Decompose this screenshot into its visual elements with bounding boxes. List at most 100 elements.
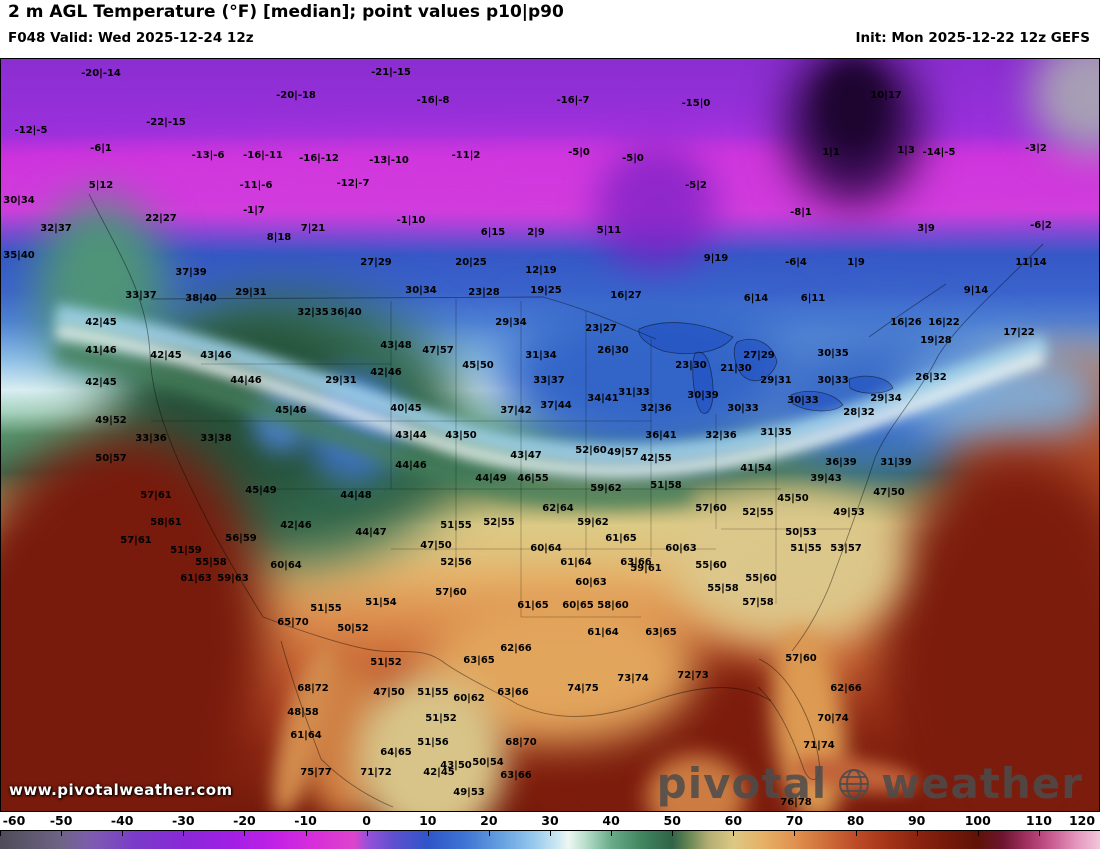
colorbar-tick-mark xyxy=(550,831,551,836)
point-value: -16|-8 xyxy=(416,95,450,106)
point-value: 41|54 xyxy=(740,463,772,474)
point-value: 3|9 xyxy=(917,223,935,234)
point-value: 57|60 xyxy=(435,587,467,598)
colorbar-tick-label: 120 xyxy=(1068,813,1096,828)
point-value: 57|61 xyxy=(120,535,152,546)
colorbar-tick-mark xyxy=(916,831,918,836)
point-value: 23|28 xyxy=(468,287,500,298)
point-value: 57|61 xyxy=(140,490,172,501)
colorbar-tick-mark xyxy=(672,831,674,836)
point-value: 63|65 xyxy=(645,627,677,638)
point-value: 71|74 xyxy=(803,740,835,751)
temp-region-arctic-core xyxy=(819,61,887,153)
colorbar-tick-label: 20 xyxy=(480,813,498,828)
point-value: 57|60 xyxy=(695,503,727,514)
point-value: 43|44 xyxy=(395,430,427,441)
point-value: 55|58 xyxy=(195,557,227,568)
point-value: 42|55 xyxy=(640,453,672,464)
point-value: 61|64 xyxy=(560,557,592,568)
point-value: 50|52 xyxy=(337,623,369,634)
point-value: 40|45 xyxy=(390,403,422,414)
point-value: 9|14 xyxy=(963,285,989,296)
point-value: 44|46 xyxy=(395,460,427,471)
point-value: 16|26 xyxy=(890,317,922,328)
colorbar-tick-label: 110 xyxy=(1025,813,1052,828)
point-value: 53|57 xyxy=(830,543,862,554)
point-value: 47|50 xyxy=(373,687,405,698)
point-value: 55|58 xyxy=(707,583,739,594)
point-value: 10|17 xyxy=(870,90,902,101)
point-value: 48|58 xyxy=(287,707,319,718)
point-value: 9|19 xyxy=(703,253,729,264)
point-value: 46|55 xyxy=(517,473,549,484)
point-value: 42|46 xyxy=(280,520,312,531)
point-value: 74|75 xyxy=(567,683,599,694)
point-value: 51|52 xyxy=(370,657,402,668)
point-value: 51|59 xyxy=(170,545,202,556)
point-value: 59|62 xyxy=(577,517,609,528)
point-value: 45|50 xyxy=(777,493,809,504)
pivotal-weather-logo: pivotal weather xyxy=(657,763,1083,805)
point-value: 52|55 xyxy=(483,517,515,528)
point-value: 55|60 xyxy=(745,573,777,584)
point-value: 61|65 xyxy=(517,600,549,611)
temp-region-mexico-highlands xyxy=(356,674,506,811)
point-value: 49|57 xyxy=(607,447,639,458)
point-value: 49|53 xyxy=(833,507,865,518)
point-value: 42|45 xyxy=(85,377,117,388)
point-value: 43|48 xyxy=(380,340,412,351)
point-value: 16|22 xyxy=(928,317,960,328)
point-value: 43|47 xyxy=(510,450,542,461)
point-value: 29|31 xyxy=(760,375,792,386)
header: 2 m AGL Temperature (°F) [median]; point… xyxy=(0,0,1100,58)
colorbar-tick-mark xyxy=(977,831,979,836)
point-value: -11|-6 xyxy=(239,180,273,191)
globe-icon xyxy=(839,769,870,799)
point-value: 58|60 xyxy=(597,600,629,611)
point-value: -6|1 xyxy=(90,143,112,154)
point-value: 44|49 xyxy=(475,473,507,484)
point-value: 30|35 xyxy=(817,348,849,359)
colorbar-tick-label: 100 xyxy=(964,813,991,828)
colorbar-tick-label: 0 xyxy=(362,813,372,828)
point-value: 36|40 xyxy=(330,307,362,318)
colorbar-tick-mark xyxy=(61,831,63,836)
colorbar-tick-label: 90 xyxy=(907,813,926,828)
point-value: 30|33 xyxy=(787,395,819,406)
point-value: 6|15 xyxy=(480,227,506,238)
point-value: -5|0 xyxy=(622,153,644,164)
point-value: 44|47 xyxy=(355,527,387,538)
point-value: -12|-5 xyxy=(14,125,48,136)
point-value: 38|40 xyxy=(185,293,217,304)
point-value: 45|50 xyxy=(462,360,494,371)
point-value: 6|11 xyxy=(800,293,826,304)
point-value: 27|29 xyxy=(743,350,775,361)
temp-region-hudson xyxy=(596,144,716,274)
point-value: 30|33 xyxy=(727,403,759,414)
init-time: Init: Mon 2025-12-22 12z GEFS xyxy=(855,30,1090,46)
point-value: 30|33 xyxy=(817,375,849,386)
brand-word-weather: weather xyxy=(881,759,1083,808)
point-value: 59|61 xyxy=(630,563,662,574)
colorbar-tick-label: 60 xyxy=(724,813,743,828)
colorbar-tick-label: 40 xyxy=(602,813,620,828)
map-lines-overlay xyxy=(53,193,1050,808)
colorbar-tick-mark xyxy=(1038,831,1040,836)
point-value: 20|25 xyxy=(455,257,487,268)
point-value: -16|-12 xyxy=(299,153,339,164)
point-value: -3|2 xyxy=(1025,143,1047,154)
colorbar-tick-mark xyxy=(0,831,1,836)
colorbar-tick-mark xyxy=(855,831,857,836)
colorbar-tick-mark xyxy=(488,831,490,836)
colorbar-tick-mark xyxy=(122,831,124,836)
temp-region-magenta-band xyxy=(1,144,1099,219)
point-value: -6|4 xyxy=(785,257,807,268)
point-value: 29|34 xyxy=(870,393,902,404)
point-value: 47|50 xyxy=(873,487,905,498)
point-value: 63|66 xyxy=(500,770,532,781)
point-value: 61|65 xyxy=(605,533,637,544)
point-value: 57|58 xyxy=(742,597,774,608)
point-value: 58|61 xyxy=(150,517,182,528)
colorbar-tick-label: -40 xyxy=(110,813,134,828)
point-value: 19|25 xyxy=(530,285,562,296)
